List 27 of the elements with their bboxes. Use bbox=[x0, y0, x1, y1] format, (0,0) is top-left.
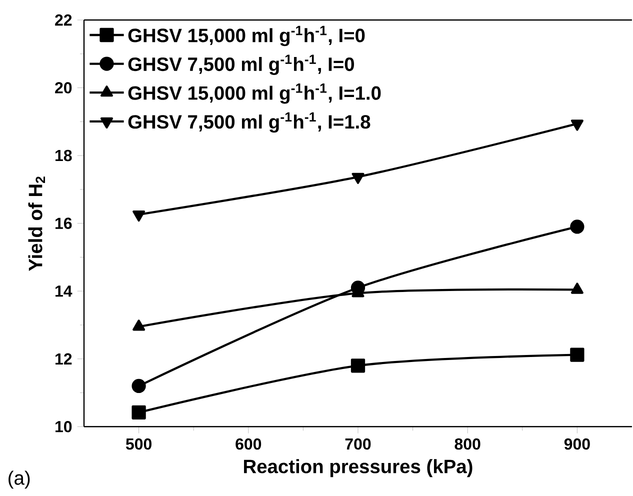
point bbox=[132, 210, 146, 222]
legend-label: GHSV 7,500 ml g$^{-1}$h$^{-1}$, I=0 bbox=[128, 54, 354, 75]
x-axis-title: Reaction pressures (kPa) bbox=[244, 459, 472, 478]
point bbox=[570, 120, 584, 131]
y-tick-label: 16 bbox=[56, 218, 72, 229]
point bbox=[132, 378, 146, 394]
text: (a) bbox=[8, 470, 30, 489]
y-tick-label: 20 bbox=[55, 82, 72, 94]
y-tick-label: 10 bbox=[56, 420, 72, 432]
x-tick-label: 900 bbox=[564, 438, 590, 450]
y-tick-label: 18 bbox=[56, 150, 72, 162]
legend-label: GHSV 15,000 ml g$^{-1}$h$^{-1}$, I=1.0 bbox=[128, 84, 381, 104]
point bbox=[132, 405, 146, 420]
x-tick-label: 600 bbox=[236, 438, 262, 450]
y-tick-label: 12 bbox=[56, 353, 72, 364]
point bbox=[350, 358, 366, 373]
x-tick-label: 700 bbox=[345, 438, 371, 450]
y-tick-label: 14 bbox=[56, 286, 72, 297]
x-tick-label: 500 bbox=[126, 438, 152, 450]
point bbox=[570, 348, 584, 362]
legend-label: GHSV 7,500 ml g$^{-1}$h$^{-1}$, I=1.8 bbox=[128, 112, 370, 133]
legend-label: GHSV 15,000 ml g$^{-1}$h$^{-1}$, I=0 bbox=[128, 26, 365, 46]
x-tick-label: 800 bbox=[454, 438, 480, 450]
y-axis-title: Yield of H$_{2}$ bbox=[28, 176, 46, 271]
point bbox=[352, 172, 364, 184]
y-tick-label: 22 bbox=[55, 14, 72, 26]
point bbox=[570, 220, 584, 234]
